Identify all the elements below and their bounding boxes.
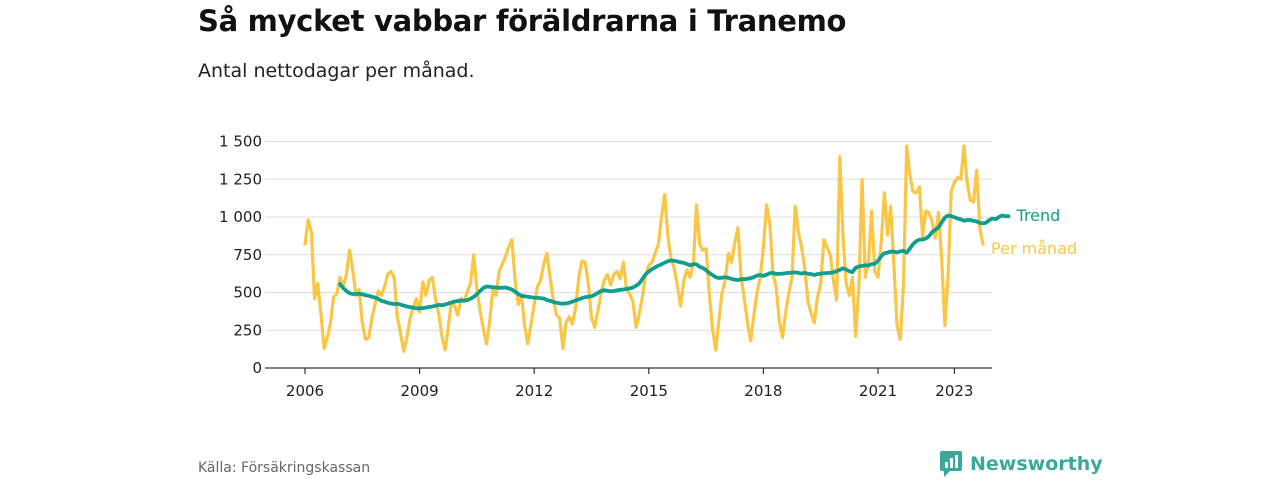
x-tick-label: 2006 — [286, 382, 324, 400]
monthly-series-label: Per månad — [991, 239, 1077, 258]
newsworthy-logo[interactable]: Newsworthy — [940, 450, 1103, 478]
monthly-series-line — [303, 144, 985, 353]
x-tick-label: 2012 — [515, 382, 553, 400]
y-tick-label: 1 000 — [219, 208, 262, 226]
y-tick-label: 750 — [233, 246, 262, 264]
x-axis-ticks: 2006 2009 2012 2015 2018 2021 2023 — [286, 368, 973, 400]
y-tick-label: 1 500 — [219, 133, 262, 151]
newsworthy-logo-icon — [940, 451, 962, 477]
y-axis-ticks: 0 250 500 750 1 000 1 250 1 500 — [219, 133, 262, 378]
x-tick-label: 2015 — [630, 382, 668, 400]
x-tick-label: 2023 — [935, 382, 973, 400]
x-tick-label: 2018 — [744, 382, 782, 400]
y-tick-label: 0 — [252, 359, 262, 377]
source-note: Källa: Försäkringskassan — [198, 460, 371, 476]
trend-series-line — [338, 213, 1011, 311]
chart-title: Så mycket vabbar föräldrarna i Tranemo — [198, 4, 847, 38]
brand-name: Newsworthy — [970, 453, 1103, 475]
x-tick-label: 2009 — [401, 382, 439, 400]
trend-series-label: Trend — [1016, 206, 1061, 225]
series-labels: Per månad Trend — [991, 206, 1077, 258]
x-tick-label: 2021 — [859, 382, 897, 400]
y-tick-label: 1 250 — [219, 170, 262, 188]
series-lines — [303, 144, 1011, 353]
y-tick-label: 250 — [233, 321, 262, 339]
chart-subtitle: Antal nettodagar per månad. — [198, 60, 475, 82]
y-tick-label: 500 — [233, 284, 262, 302]
